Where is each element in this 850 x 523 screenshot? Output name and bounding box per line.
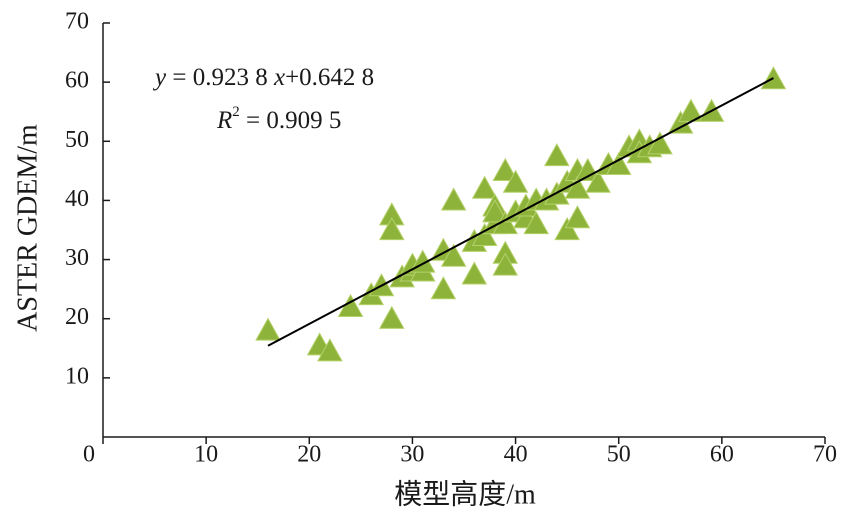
point xyxy=(317,338,343,362)
y-tick-label: 50 xyxy=(65,127,89,153)
y-tick-label: 30 xyxy=(65,245,89,271)
point xyxy=(471,175,498,199)
r2-part: = 0.909 5 xyxy=(240,107,342,134)
point xyxy=(760,66,787,90)
x-tick-label: 0 xyxy=(83,442,95,468)
point xyxy=(430,276,457,300)
y-tick-label: 60 xyxy=(65,68,89,94)
point xyxy=(647,131,673,155)
point xyxy=(255,317,281,341)
x-tick-label: 70 xyxy=(813,442,837,468)
r2-part: 2 xyxy=(232,104,240,120)
point xyxy=(440,243,467,267)
point xyxy=(492,252,519,276)
eq-part: x xyxy=(273,64,285,91)
point xyxy=(440,187,467,211)
y-axis-label: ASTER GDEM/m xyxy=(12,124,43,332)
r-squared: R2 = 0.909 5 xyxy=(216,104,341,133)
point xyxy=(667,110,694,134)
point xyxy=(564,175,591,199)
point xyxy=(554,216,580,241)
x-tick-label: 60 xyxy=(710,442,734,468)
y-tick-label: 10 xyxy=(65,363,89,389)
x-tick-label: 10 xyxy=(194,442,218,468)
x-tick-label: 30 xyxy=(400,442,424,468)
point xyxy=(378,305,405,329)
r2-part: R xyxy=(216,107,232,134)
x-tick-label: 50 xyxy=(607,442,631,468)
point xyxy=(574,157,601,181)
x-tick-label: 20 xyxy=(297,442,321,468)
y-tick-label: 70 xyxy=(65,9,89,35)
point xyxy=(585,169,611,193)
point xyxy=(378,216,405,241)
eq-part: = 0.923 8 xyxy=(166,64,274,91)
equation: y = 0.923 8 x+0.642 8 xyxy=(152,64,374,91)
eq-part: +0.642 8 xyxy=(285,64,374,91)
x-axis-label: 模型高度/m xyxy=(394,478,536,510)
point xyxy=(543,143,570,167)
eq-part: y xyxy=(152,64,167,91)
y-tick-label: 20 xyxy=(65,304,89,330)
x-tick-label: 40 xyxy=(504,442,528,468)
point xyxy=(523,211,550,235)
point xyxy=(564,205,591,229)
trend-line xyxy=(267,77,774,347)
point xyxy=(492,157,519,181)
point xyxy=(482,199,508,223)
y-tick-label: 40 xyxy=(65,186,89,212)
point xyxy=(502,169,529,193)
point xyxy=(461,261,488,285)
